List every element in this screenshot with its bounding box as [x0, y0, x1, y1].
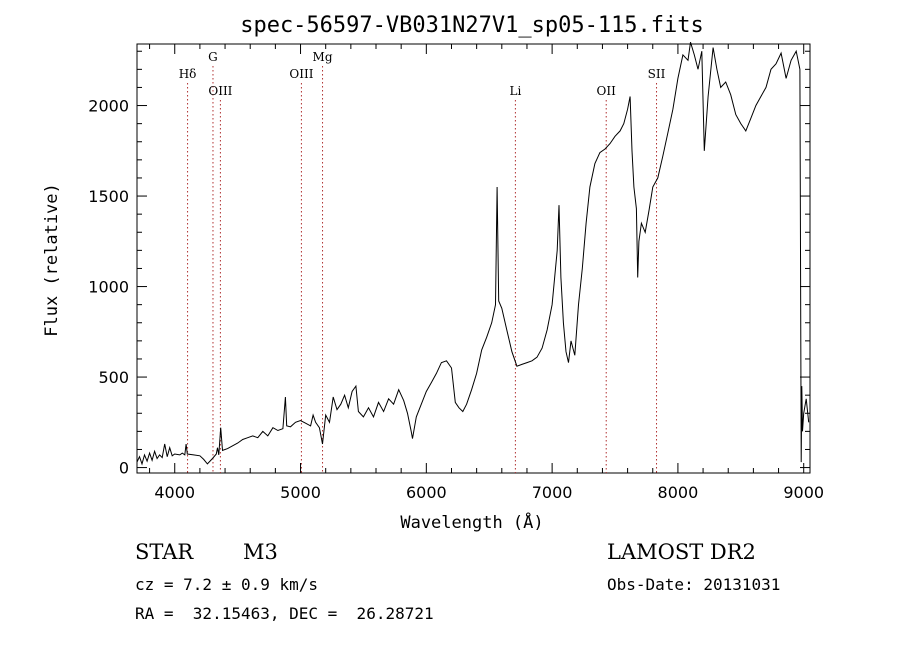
spectral-line-label: Hδ [179, 67, 197, 81]
y-axis: 0 500 1000 1500 2000 [88, 50, 810, 478]
spectral-line-label: OIII [289, 67, 313, 81]
spectral-line-label: Mg [313, 50, 333, 64]
x-tick-label: 8000 [658, 483, 699, 502]
spectral-line-label: G [208, 50, 218, 64]
spectral-line-label: OIII [208, 84, 232, 98]
x-tick-label: 5000 [280, 483, 321, 502]
x-axis: 4000 5000 6000 7000 8000 9000 [149, 44, 824, 502]
spectrum-line [136, 42, 810, 466]
x-tick-label: 4000 [154, 483, 195, 502]
spectral-line-label: SII [648, 67, 666, 81]
spectral-line-label: Li [509, 84, 521, 98]
y-axis-label: Flux (relative) [42, 183, 62, 337]
object-type: STAR [135, 540, 194, 564]
y-tick-label: 1000 [88, 278, 129, 297]
coordinates: RA = 32.15463, DEC = 26.28721 [135, 604, 434, 623]
x-tick-label: 9000 [783, 483, 824, 502]
x-axis-label: Wavelength (Å) [400, 511, 543, 533]
object-subclass: M3 [243, 540, 278, 564]
spectral-line-label: OII [597, 84, 617, 98]
survey-name: LAMOST DR2 [607, 540, 756, 564]
observation-date: Obs-Date: 20131031 [607, 575, 781, 594]
x-tick-label: 7000 [532, 483, 573, 502]
y-tick-label: 0 [119, 459, 129, 478]
plot-border [136, 43, 811, 474]
plot-frame [136, 43, 811, 474]
chart-title: spec-56597-VB031N27V1_sp05-115.fits [240, 13, 704, 38]
y-tick-label: 1500 [88, 187, 129, 206]
radial-velocity: cz = 7.2 ± 0.9 km/s [135, 575, 319, 594]
y-tick-label: 500 [98, 368, 129, 387]
x-tick-label: 6000 [406, 483, 447, 502]
y-tick-label: 2000 [88, 97, 129, 116]
